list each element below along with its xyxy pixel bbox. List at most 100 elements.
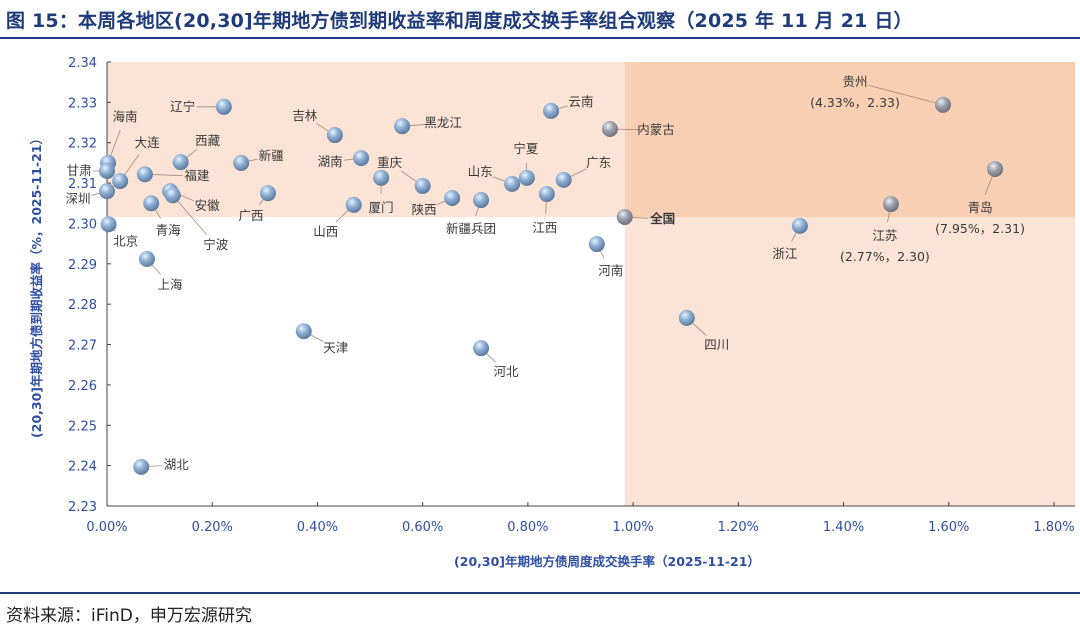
point-annotation: (7.95%，2.31) xyxy=(935,221,1025,236)
data-point xyxy=(172,154,189,171)
point-label: 贵州 xyxy=(842,74,867,89)
data-point xyxy=(133,458,150,475)
data-point xyxy=(882,196,899,213)
data-point xyxy=(473,340,490,357)
point-label: 河北 xyxy=(494,364,520,379)
data-point xyxy=(138,250,155,267)
point-label: 江西 xyxy=(532,220,557,235)
x-tick-label: 1.80% xyxy=(1033,520,1074,535)
data-point xyxy=(295,323,312,340)
point-label: 陕西 xyxy=(412,202,437,217)
data-point xyxy=(99,183,115,200)
point-label: 辽宁 xyxy=(170,99,195,114)
point-label: 天津 xyxy=(323,340,348,355)
data-point xyxy=(100,216,117,233)
point-label: 山东 xyxy=(468,164,493,179)
data-point xyxy=(233,154,250,171)
point-label: 新疆兵团 xyxy=(446,221,496,236)
leader-line xyxy=(868,84,944,106)
data-point xyxy=(987,160,1004,177)
y-axis-title: (20,30]年期地方债到期收益率（%，2025-11-21） xyxy=(29,132,44,438)
point-annotation: (4.33%，2.33) xyxy=(810,95,900,110)
point-label: 湖南 xyxy=(318,154,343,169)
data-point xyxy=(616,208,633,225)
point-label: 四川 xyxy=(704,337,729,352)
data-point xyxy=(345,196,362,213)
quadrant-upper-left xyxy=(107,62,625,217)
point-label: 内蒙古 xyxy=(637,122,675,137)
x-tick-label: 0.00% xyxy=(86,520,127,535)
point-label: 云南 xyxy=(569,94,594,109)
x-tick-label: 0.20% xyxy=(192,520,233,535)
point-annotation: (2.77%，2.30) xyxy=(840,249,930,264)
footer-divider xyxy=(0,592,1080,594)
scatter-chart: 2.34 2.33 2.32 2.31 2.30 2.29 2.28 2.27 2.26 2.25… xyxy=(29,56,1075,569)
data-point xyxy=(444,190,461,207)
point-label: 全国 xyxy=(649,211,675,226)
data-point xyxy=(414,177,431,194)
quadrant-lower-right xyxy=(624,216,1075,506)
point-label: 上海 xyxy=(157,277,183,292)
point-label: 厦门 xyxy=(369,200,394,215)
point-label: 青岛 xyxy=(968,200,993,215)
x-tick-label: 1.00% xyxy=(612,520,653,535)
point-label: 吉林 xyxy=(292,108,318,123)
data-point xyxy=(353,150,370,167)
x-tick-label: 1.40% xyxy=(823,520,864,535)
source-note: 资料来源：iFinD，申万宏源研究 xyxy=(6,606,252,626)
point-label: 广西 xyxy=(238,208,263,223)
point-label: 宁波 xyxy=(203,237,229,252)
y-tick-label: 2.31 xyxy=(68,177,97,192)
y-tick-label: 2.27 xyxy=(68,339,97,354)
data-point xyxy=(164,187,181,204)
y-tick-label: 2.33 xyxy=(68,96,97,111)
x-axis-title: (20,30]年期地方债周度成交换手率（2025-11-21） xyxy=(454,554,760,569)
point-label: 青海 xyxy=(156,222,182,237)
leader-line xyxy=(172,194,207,235)
point-label: 山西 xyxy=(313,224,338,239)
y-tick-label: 2.23 xyxy=(68,500,97,515)
quadrant-upper-right xyxy=(624,62,1075,217)
x-tick-label: 1.20% xyxy=(718,520,759,535)
point-label: 江苏 xyxy=(872,228,897,243)
point-label: 北京 xyxy=(113,233,138,248)
point-label: 海南 xyxy=(113,109,138,124)
point-label: 河南 xyxy=(598,263,623,278)
title-divider xyxy=(0,37,1080,39)
y-tick-label: 2.29 xyxy=(68,258,97,273)
data-point xyxy=(112,173,129,190)
data-point xyxy=(791,217,808,234)
x-tick-label: 0.60% xyxy=(402,520,443,535)
data-point xyxy=(136,166,153,183)
y-tick-label: 2.24 xyxy=(68,460,97,475)
y-tick-label: 2.34 xyxy=(68,56,97,71)
y-tick-label: 2.25 xyxy=(68,419,97,434)
x-tick-label: 0.80% xyxy=(507,520,548,535)
y-tick-label: 2.28 xyxy=(68,298,97,313)
y-tick-label: 2.26 xyxy=(68,379,97,394)
point-label: 新疆 xyxy=(259,148,284,163)
data-point xyxy=(326,127,343,144)
data-point xyxy=(259,185,276,202)
data-point xyxy=(538,185,555,202)
point-label: 西藏 xyxy=(195,133,221,148)
data-point xyxy=(934,96,951,113)
figure-title: 图 15：本周各地区(20,30]年期地方债到期收益率和周度成交换手率组合观察（… xyxy=(6,10,913,32)
point-label: 大连 xyxy=(135,135,161,150)
data-point xyxy=(394,118,411,135)
x-tick-label: 0.40% xyxy=(297,520,338,535)
point-label: 甘肃 xyxy=(66,163,91,178)
data-point xyxy=(601,121,618,138)
data-point xyxy=(473,192,490,209)
data-point xyxy=(588,236,605,253)
point-label: 深圳 xyxy=(65,191,90,206)
data-point xyxy=(99,162,115,179)
data-point xyxy=(543,102,560,119)
data-point xyxy=(518,169,535,186)
y-tick-label: 2.32 xyxy=(68,137,97,152)
data-point xyxy=(215,98,232,115)
point-label: 重庆 xyxy=(377,155,403,170)
point-label: 黑龙江 xyxy=(424,115,462,130)
point-label: 福建 xyxy=(184,168,210,183)
